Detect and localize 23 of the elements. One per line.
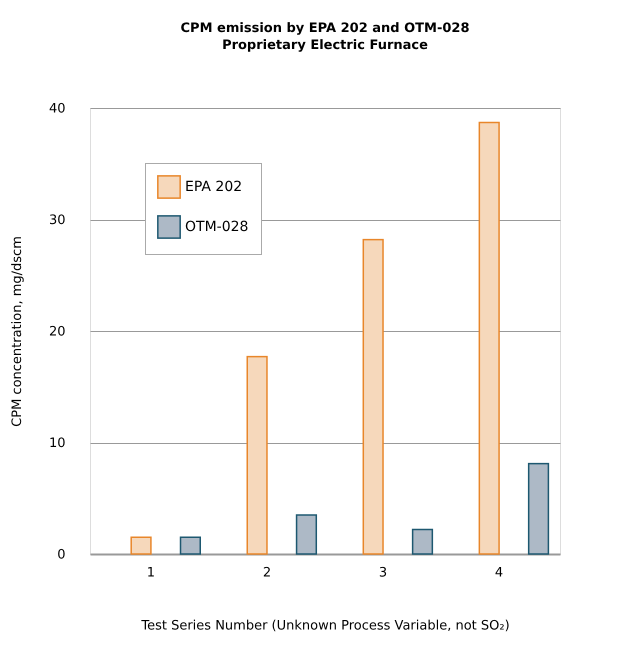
x-tick-label: 4 [494, 566, 504, 580]
bar [180, 536, 201, 555]
y-axis-title: CPM concentration, mg/dscm [10, 236, 25, 427]
y-tick-label: 30 [48, 213, 66, 228]
y-tick-label: 10 [48, 436, 66, 451]
y-tick-label: 40 [48, 102, 66, 116]
bar [246, 356, 268, 555]
x-tick-label: 1 [146, 566, 156, 580]
bar [362, 238, 384, 555]
y-tick-label: 20 [48, 324, 66, 340]
bar [296, 514, 318, 555]
legend-label: EPA 202 [185, 179, 242, 195]
bar [412, 528, 434, 555]
x-axis-title: Test Series Number (Unknown Process Variable, not SO₂) [140, 618, 510, 634]
x-tick-label: 2 [262, 566, 272, 580]
y-tick-label: 0 [57, 548, 66, 562]
bar [478, 122, 500, 555]
legend-label: OTM-028 [185, 219, 248, 235]
bar [130, 536, 152, 555]
chart-title: CPM emission by EPA 202 and OTM-028 [180, 21, 470, 36]
bar [528, 462, 550, 555]
chart-subtitle: Proprietary Electric Furnace [222, 38, 428, 53]
x-tick-label: 3 [378, 566, 388, 580]
